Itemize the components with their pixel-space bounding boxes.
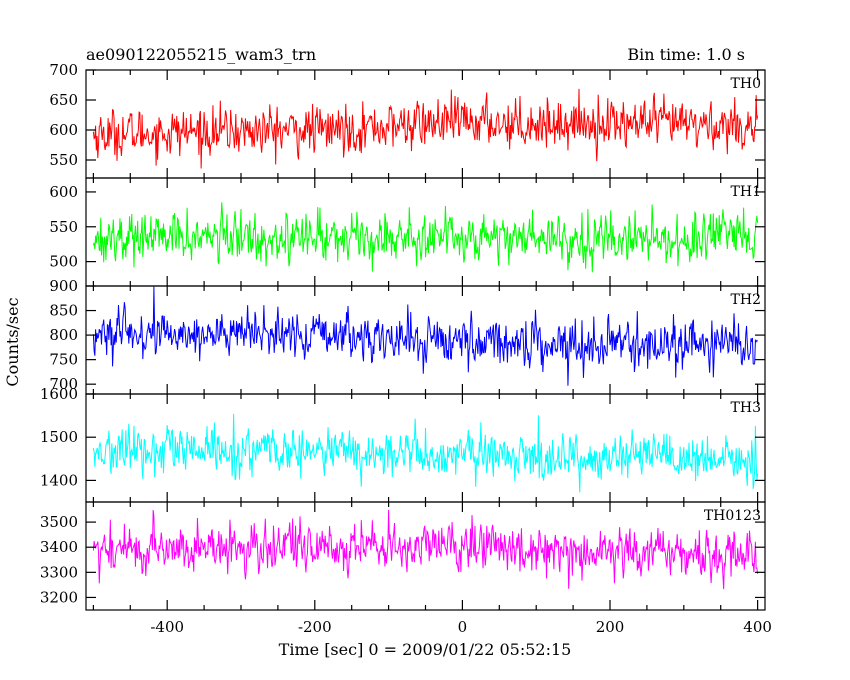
y-tick-label-th0: 600	[49, 121, 78, 139]
panel-label-th0: TH0	[731, 76, 761, 92]
panel-th0123: 3200 3300 3400 3500 TH0123	[40, 501, 766, 611]
panel-th1: 500 550 600 TH1	[49, 177, 766, 287]
panel-th2: 700 750 800 850 900 TH2	[49, 277, 766, 395]
y-tick-label-th1: 600	[49, 183, 78, 201]
y-tick-label-th0: 650	[49, 91, 78, 109]
y-axis-title: Counts/sec	[3, 297, 22, 386]
y-tick-label-th3: 1400	[40, 471, 78, 489]
panel-label-th1: TH1	[731, 184, 761, 200]
y-tick-label-th2: 850	[49, 302, 78, 320]
chart-title: ae090122055215_wam3_trn	[86, 45, 316, 64]
panel-label-th2: TH2	[731, 292, 761, 308]
x-axis-title: Time [sec] 0 = 2009/01/22 05:52:15	[279, 640, 572, 659]
light-curve-th1	[92, 202, 759, 273]
y-tick-label-th0123: 3200	[40, 588, 78, 606]
y-tick-label-th0: 550	[49, 151, 78, 169]
panel-label-th0123: TH0123	[704, 508, 761, 524]
y-tick-label-th1: 500	[49, 253, 78, 271]
y-tick-label-th0123: 3400	[40, 538, 78, 556]
y-tick-label-th1: 550	[49, 218, 78, 236]
x-tick-label: -400	[150, 618, 184, 636]
x-tick-label: 400	[743, 618, 772, 636]
y-tick-label-th2: 900	[49, 277, 78, 295]
y-tick-label-th0123: 3300	[40, 563, 78, 581]
panel-label-th3: TH3	[731, 400, 761, 416]
x-tick-label: 0	[458, 618, 468, 636]
y-tick-label-th2: 800	[49, 326, 78, 344]
y-tick-label-th0: 700	[49, 61, 78, 79]
x-tick-label: -200	[298, 618, 332, 636]
light-curve-th3	[92, 413, 759, 493]
y-tick-label-th3: 1500	[40, 428, 78, 446]
panel-th3: 1400 1500 1600 TH3	[40, 385, 766, 503]
bin-time-label: Bin time: 1.0 s	[627, 45, 745, 64]
y-tick-label-th2: 700	[49, 375, 78, 393]
y-tick-label-th0123: 3500	[40, 513, 78, 531]
panels: 550 600 650 700 TH0 500 550 600 TH1 700 750 800 850 9…	[40, 61, 772, 636]
x-tick-label: 200	[596, 618, 625, 636]
panel-th0: 550 600 650 700 TH0	[49, 61, 766, 179]
y-tick-label-th3: 1600	[40, 385, 78, 403]
y-tick-label-th2: 750	[49, 351, 78, 369]
light-curve-th2	[92, 286, 758, 386]
light-curve-th0	[92, 88, 759, 169]
light-curve-th0123	[92, 509, 759, 590]
